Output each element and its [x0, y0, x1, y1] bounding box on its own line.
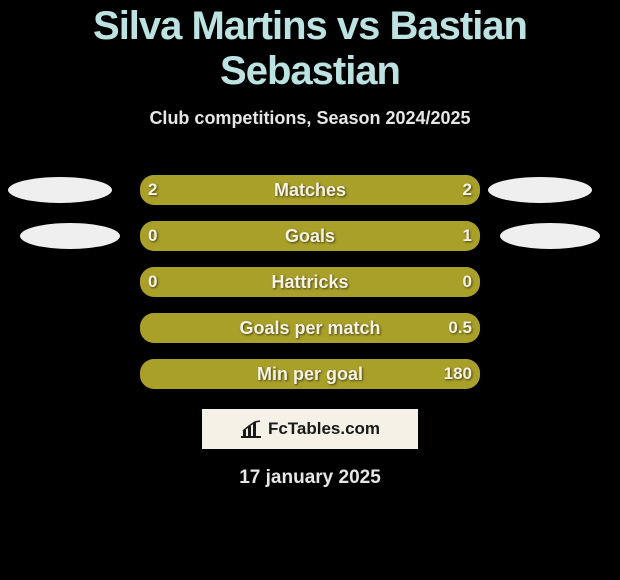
stat-value-left: 0 [148, 221, 157, 251]
player-ellipse [488, 177, 592, 203]
bar-fill-right [310, 175, 480, 205]
bar-track [140, 221, 480, 251]
stat-value-right: 2 [463, 175, 472, 205]
stat-row: Goals per match0.5 [0, 313, 620, 343]
player-ellipse [500, 223, 600, 249]
stat-value-right: 0 [463, 267, 472, 297]
stat-value-right: 180 [444, 359, 472, 389]
stat-value-right: 0.5 [448, 313, 472, 343]
badge-text: FcTables.com [268, 419, 380, 439]
bar-fill-left [140, 267, 480, 297]
stat-value-left: 0 [148, 267, 157, 297]
stat-row: Matches22 [0, 175, 620, 205]
bar-track [140, 175, 480, 205]
bar-track [140, 267, 480, 297]
stat-value-right: 1 [463, 221, 472, 251]
date-text: 17 january 2025 [0, 467, 620, 489]
stat-row: Hattricks00 [0, 267, 620, 297]
bar-track [140, 359, 480, 389]
bar-fill-left [140, 313, 480, 343]
stat-row: Min per goal180 [0, 359, 620, 389]
stat-value-left: 2 [148, 175, 157, 205]
bar-fill-left [140, 359, 480, 389]
stat-row: Goals01 [0, 221, 620, 251]
bar-fill-right [201, 221, 480, 251]
player-ellipse [20, 223, 120, 249]
bar-track [140, 313, 480, 343]
subtitle: Club competitions, Season 2024/2025 [0, 108, 620, 129]
page-title: Silva Martins vs Bastian Sebastian [0, 0, 620, 94]
source-badge: FcTables.com [202, 409, 418, 449]
bar-fill-left [140, 175, 310, 205]
comparison-rows: Matches22Goals01Hattricks00Goals per mat… [0, 175, 620, 389]
player-ellipse [8, 177, 112, 203]
bar-chart-icon [240, 420, 262, 438]
